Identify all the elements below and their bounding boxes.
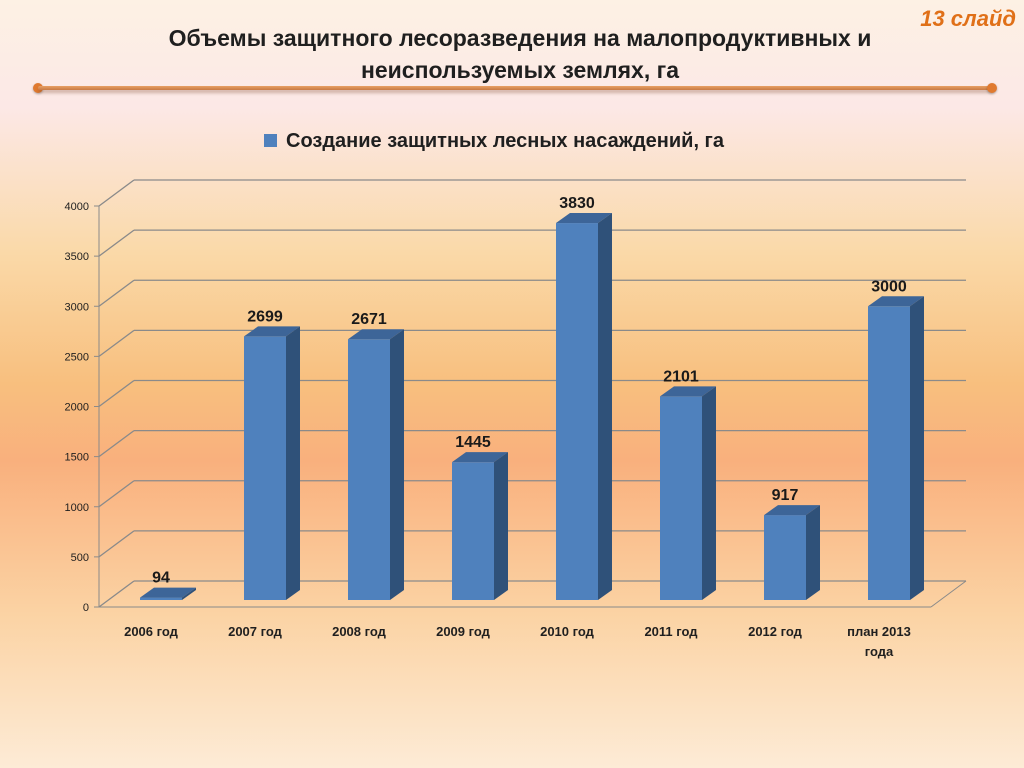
bar: [556, 213, 612, 601]
gridline-side: [98, 480, 135, 508]
data-label: 2671: [351, 311, 387, 328]
gridlines: [98, 179, 966, 608]
bar-top: [660, 386, 716, 397]
gridline-side: [98, 279, 135, 307]
y-tick-label: 4000: [65, 201, 89, 213]
slide-number: 13 слайд: [920, 6, 1016, 31]
y-tick-label: 500: [71, 552, 89, 564]
data-label: 917: [772, 487, 799, 504]
bar-side: [910, 296, 924, 600]
title-underline: [38, 86, 993, 90]
data-label: 94: [152, 570, 170, 587]
x-axis: 2006 год 2007 год 2008 год 2009 год 2010 год…: [124, 624, 911, 659]
gridline-side: [98, 530, 135, 558]
bar-front: [868, 306, 910, 600]
rule-right-dot: [987, 83, 997, 93]
x-tick-label: 2011 год: [644, 624, 698, 639]
bar-top: [140, 587, 196, 598]
title-line-2: неиспользуемых землях, га: [360, 57, 679, 83]
bar: [348, 329, 404, 600]
gridline-side: [98, 179, 135, 207]
x-tick-label: 2007 год: [228, 624, 283, 639]
y-axis: 0 500 1000 1500 2000 2500 3000 3500 4000: [65, 201, 100, 614]
chart-walls: [99, 580, 967, 608]
x-tick-label: 2010 год: [540, 624, 595, 639]
bar: [660, 386, 716, 600]
y-tick-label: 1500: [65, 452, 89, 464]
bar-front: [764, 515, 806, 600]
title-line-1: Объемы защитного лесоразведения на малоп…: [168, 25, 872, 51]
data-labels: 94 2699 2671 1445 3830 2101 917 3000: [152, 195, 907, 587]
bar-front: [556, 223, 598, 601]
floor-right-edge: [930, 580, 967, 608]
bar: [764, 505, 820, 600]
bar-top: [868, 296, 924, 307]
bar-top: [244, 326, 300, 337]
bar-side: [182, 587, 196, 600]
y-tick-label: 2000: [65, 402, 89, 414]
y-tick-label: 3000: [65, 301, 89, 313]
y-tick-label: 3500: [65, 251, 89, 263]
x-tick-label: 2008 год: [332, 624, 387, 639]
bar-top: [556, 213, 612, 224]
gridline-side: [98, 580, 135, 608]
bar-front: [244, 336, 286, 600]
bar-side: [598, 213, 612, 601]
x-tick-label: 2012 год: [748, 624, 803, 639]
data-label: 3000: [871, 278, 907, 295]
data-label: 1445: [455, 434, 491, 451]
gridline-side: [98, 379, 135, 408]
bar-side: [806, 505, 820, 600]
x-tick-label: 2009 год: [436, 624, 491, 639]
gridline-side: [98, 430, 135, 458]
gridline-side: [98, 329, 135, 357]
y-tick-label: 0: [83, 602, 89, 614]
bar-front: [452, 462, 494, 600]
chart-legend: Создание защитных лесных насаждений, га: [264, 130, 725, 152]
bar-top: [764, 505, 820, 516]
x-tick-label: план 2013 года: [847, 624, 911, 659]
bar-front: [140, 597, 182, 600]
y-tick-label: 1000: [65, 502, 89, 514]
bar-front: [660, 396, 702, 600]
x-tick-label: 2006 год: [124, 624, 179, 639]
data-label: 3830: [559, 195, 595, 212]
y-tick-label: 2500: [65, 351, 89, 363]
legend-label: Создание защитных лесных насаждений, га: [286, 130, 725, 152]
bar-side: [702, 386, 716, 600]
bar: [868, 296, 924, 600]
bar: [244, 326, 300, 600]
gridline-side: [98, 229, 135, 257]
bar-top: [348, 329, 404, 340]
bar: [452, 452, 508, 600]
bar: [140, 587, 196, 600]
bar-top: [452, 452, 508, 463]
data-label: 2699: [247, 308, 283, 325]
slide-title: Объемы защитного лесоразведения на малоп…: [100, 22, 940, 86]
bar-side: [494, 452, 508, 600]
data-label: 2101: [663, 368, 699, 385]
bar-side: [286, 326, 300, 600]
bar-side: [390, 329, 404, 600]
bars: [140, 213, 924, 601]
legend-swatch: [264, 134, 277, 147]
bar-front: [348, 339, 390, 600]
